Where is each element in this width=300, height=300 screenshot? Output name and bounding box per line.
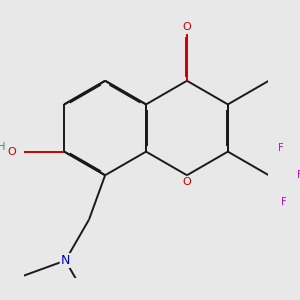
Text: O: O bbox=[7, 147, 16, 157]
Text: F: F bbox=[280, 197, 286, 207]
Text: F: F bbox=[297, 170, 300, 180]
Text: F: F bbox=[278, 143, 284, 153]
Text: H: H bbox=[0, 142, 5, 152]
Text: O: O bbox=[183, 178, 191, 188]
Text: O: O bbox=[183, 22, 191, 32]
Text: N: N bbox=[61, 254, 70, 267]
